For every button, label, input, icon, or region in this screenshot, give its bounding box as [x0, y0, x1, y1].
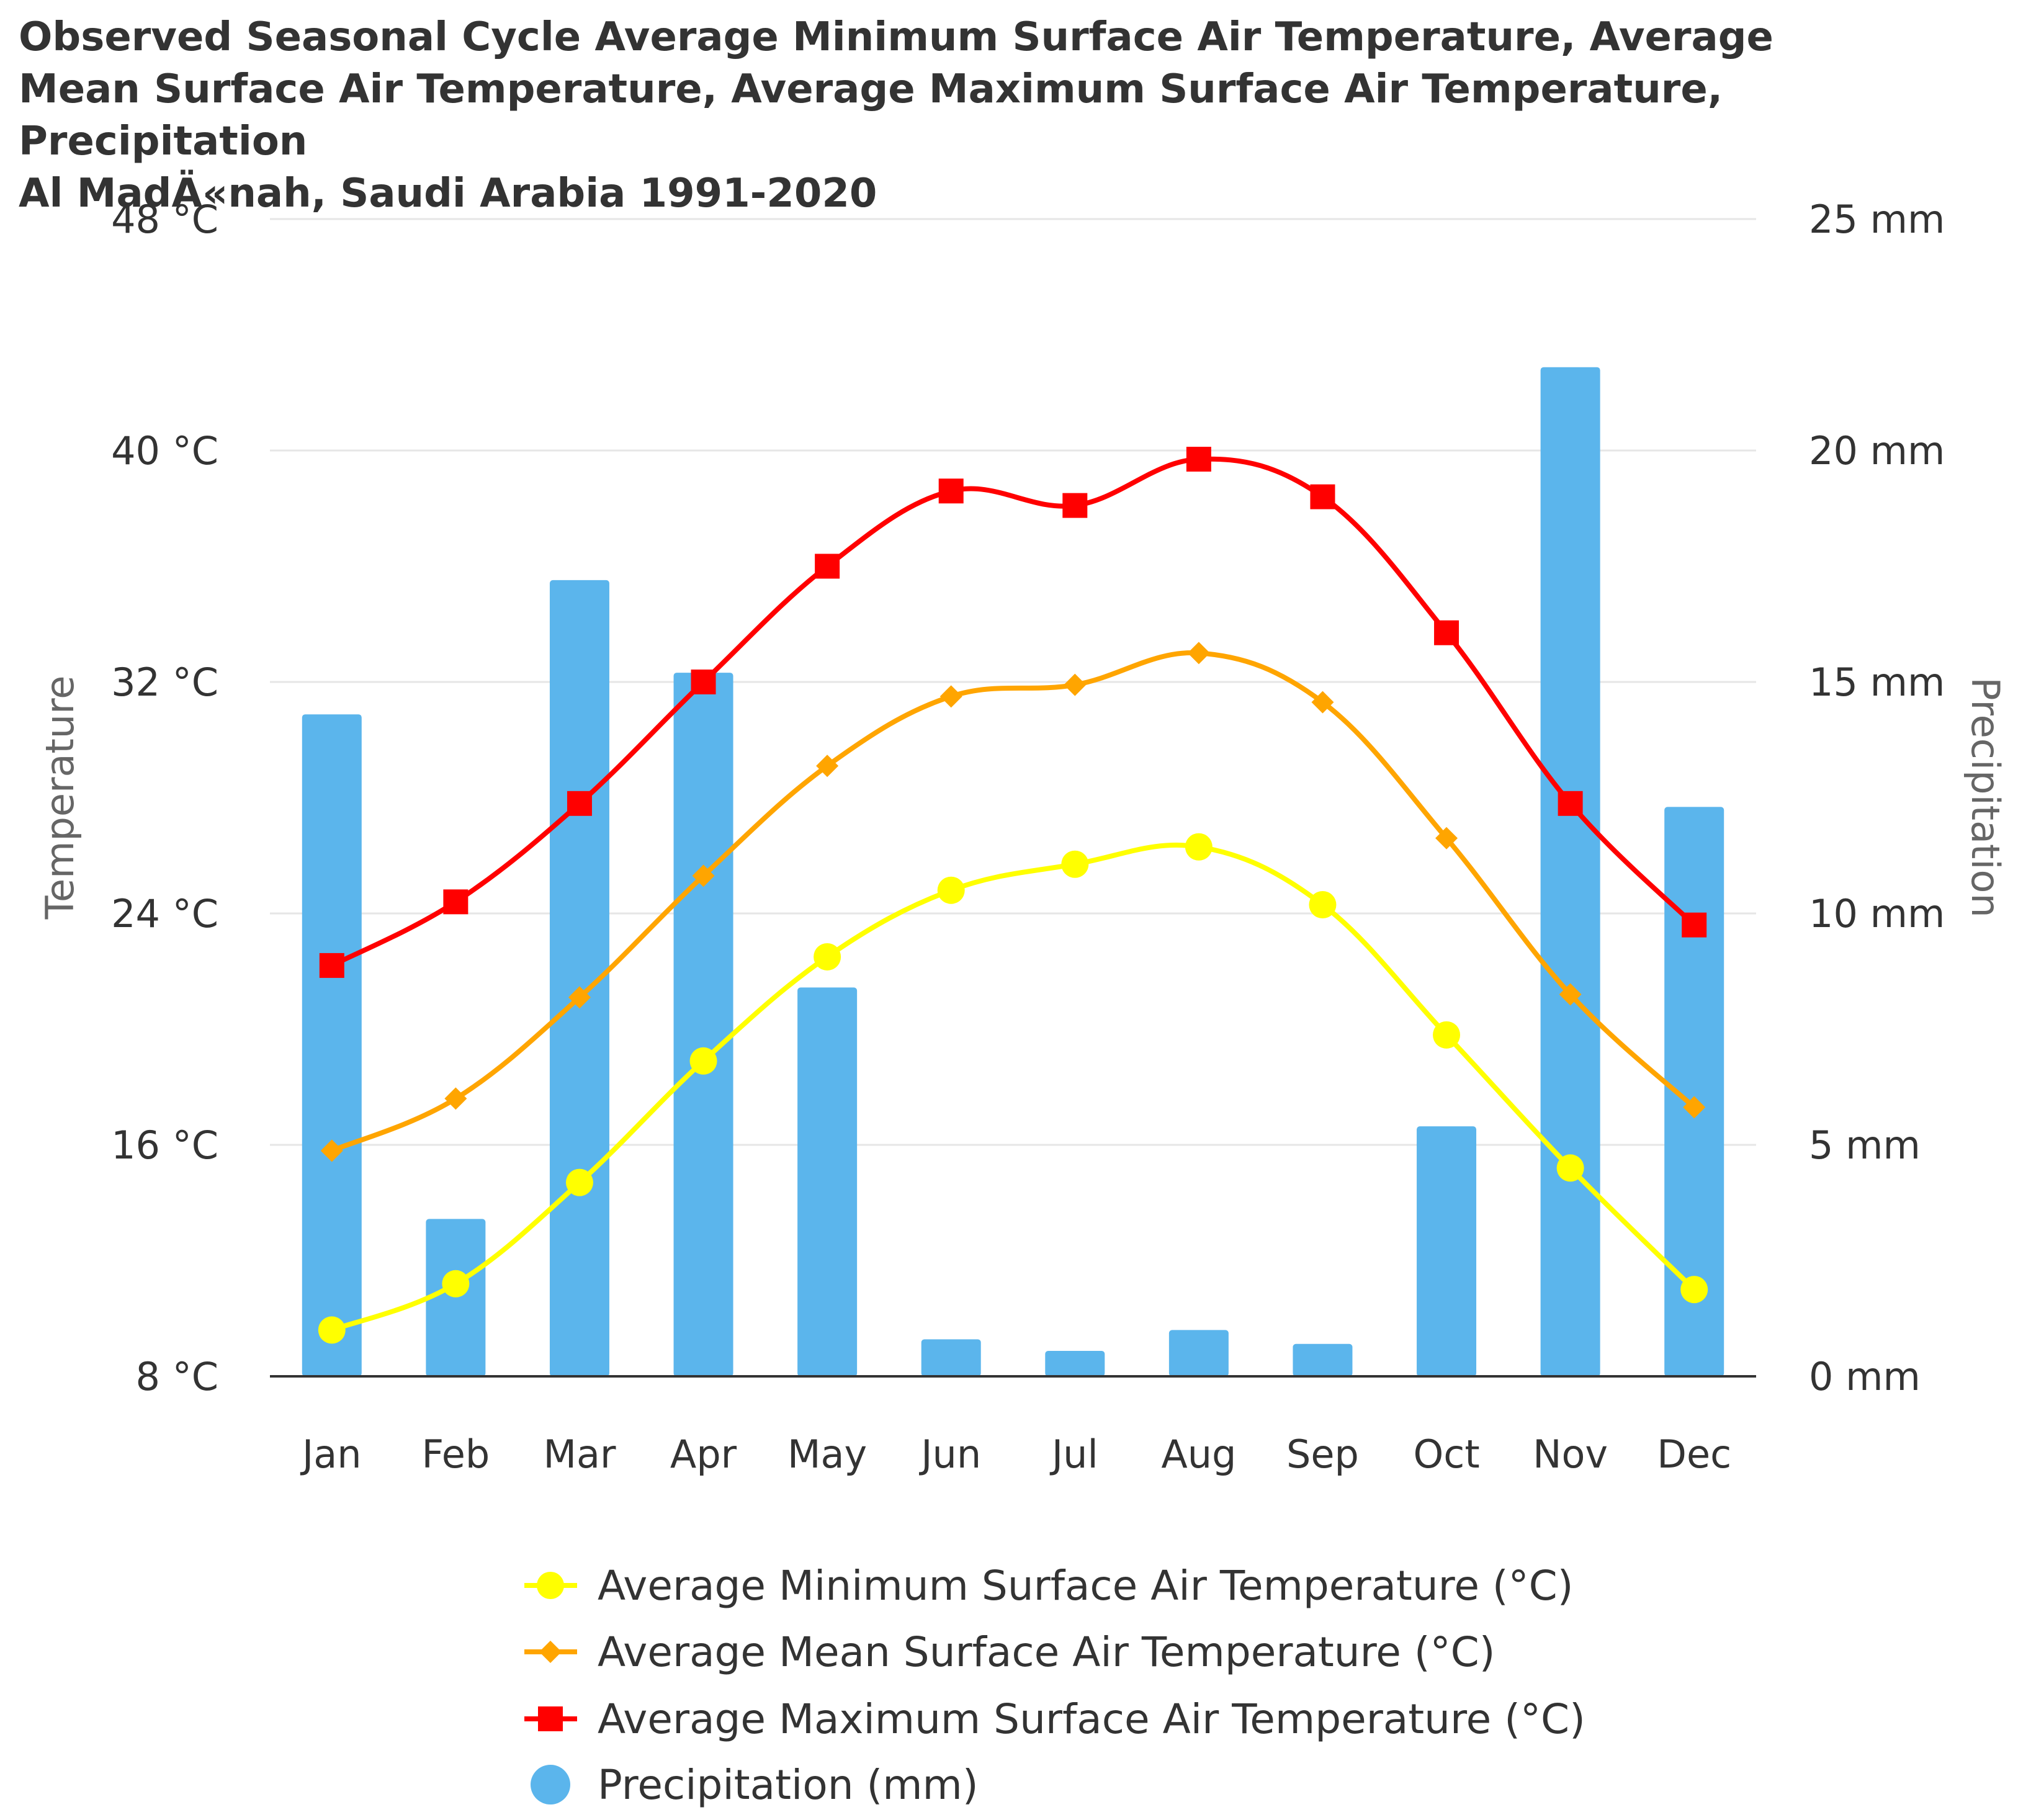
data-point: [1435, 827, 1458, 849]
legend-item: Average Mean Surface Air Temperature (°C…: [524, 1628, 1495, 1676]
x-tick-label: May: [787, 1432, 867, 1477]
data-point: [816, 755, 839, 778]
legend-label: Average Minimum Surface Air Temperature …: [598, 1562, 1574, 1610]
precipitation-bar: [797, 987, 858, 1376]
data-point: [568, 986, 591, 1009]
x-tick-label: Jun: [918, 1432, 981, 1477]
left-tick-label: 32 °C: [111, 660, 218, 705]
data-point: [565, 1168, 593, 1196]
precipitation-bar: [673, 673, 733, 1376]
left-tick-label: 24 °C: [111, 891, 218, 936]
x-tick-label: Dec: [1657, 1432, 1731, 1477]
data-point: [320, 1139, 343, 1162]
precipitation-bar: [1417, 1126, 1477, 1376]
data-point: [939, 685, 962, 708]
series-line: [331, 842, 1697, 1333]
data-point: [1062, 493, 1088, 518]
right-tick-label: 15 mm: [1809, 660, 1945, 705]
data-point: [319, 953, 344, 978]
data-point: [1186, 446, 1211, 472]
right-tick-label: 5 mm: [1809, 1123, 1921, 1168]
precipitation-bar: [1540, 367, 1600, 1376]
precipitation-bar: [1045, 1350, 1105, 1376]
legend-marker: [537, 1572, 564, 1599]
x-tick-label: Nov: [1533, 1432, 1608, 1477]
data-point: [443, 889, 469, 915]
left-tick-label: 16 °C: [111, 1123, 218, 1168]
precipitation-bar: [1168, 1330, 1229, 1376]
right-tick-label: 10 mm: [1809, 891, 1945, 936]
left-tick-label: 48 °C: [111, 197, 218, 242]
precipitation-bars: [302, 367, 1724, 1376]
data-point: [442, 1270, 470, 1298]
right-axis-title: Precipitation: [1963, 677, 2008, 918]
legend-marker: [531, 1765, 570, 1804]
precipitation-bar: [921, 1339, 981, 1376]
legend-label: Precipitation (mm): [598, 1761, 979, 1809]
precipitation-bar: [302, 714, 362, 1376]
precipitation-bar: [426, 1219, 486, 1376]
data-point: [1682, 912, 1707, 938]
legend-marker: [539, 1641, 562, 1663]
series-line: [331, 650, 1696, 1154]
data-point: [318, 1316, 346, 1344]
right-tick-label: 25 mm: [1809, 197, 1945, 242]
x-tick-label: Jan: [300, 1432, 362, 1477]
x-tick-label: Jul: [1049, 1432, 1098, 1477]
data-point: [691, 670, 716, 694]
data-point: [1558, 791, 1583, 816]
data-point: [1680, 1276, 1708, 1304]
x-tick-label: Apr: [670, 1432, 737, 1477]
data-point: [1311, 691, 1334, 714]
data-point: [1064, 673, 1087, 696]
data-point: [1559, 983, 1582, 1006]
data-point: [567, 791, 592, 816]
gridlines: [270, 218, 1756, 1146]
x-tick-label: Aug: [1161, 1432, 1236, 1477]
legend-item: Average Maximum Surface Air Temperature …: [524, 1695, 1585, 1743]
data-point: [689, 1047, 717, 1075]
data-point: [1309, 891, 1337, 919]
data-point: [1556, 1154, 1584, 1182]
x-tick-label: Oct: [1413, 1432, 1479, 1477]
data-point: [938, 478, 964, 504]
precipitation-bar: [1293, 1343, 1353, 1376]
legend-marker: [538, 1706, 563, 1731]
data-point: [1434, 620, 1459, 645]
data-point: [937, 876, 965, 904]
x-tick-label: Feb: [421, 1432, 490, 1477]
data-point: [1310, 484, 1335, 509]
legend-label: Average Mean Surface Air Temperature (°C…: [598, 1628, 1495, 1676]
x-tick-label: Sep: [1286, 1432, 1359, 1477]
axes: 8 °C 0 mm 16 °C 5 mm 24 °C 10 mm 32 °C 15 mm 40 …: [37, 197, 2008, 1477]
precipitation-bar: [1664, 807, 1724, 1376]
x-tick-label: Mar: [543, 1432, 616, 1477]
data-point: [1683, 1096, 1706, 1119]
right-tick-label: 0 mm: [1809, 1354, 1921, 1399]
chart-title: Observed Seasonal Cycle Average Minimum …: [19, 14, 1773, 217]
left-tick-label: 8 °C: [136, 1354, 218, 1399]
legend-item: Precipitation (mm): [531, 1761, 979, 1809]
data-point: [1433, 1021, 1461, 1049]
legend-item: Average Minimum Surface Air Temperature …: [524, 1562, 1574, 1610]
data-point: [1185, 833, 1213, 861]
data-point: [692, 864, 715, 887]
left-axis-title: Temperature: [37, 676, 83, 920]
data-point: [1187, 642, 1210, 665]
legend: Average Minimum Surface Air Temperature …: [524, 1562, 1585, 1809]
precipitation-bar: [549, 580, 609, 1376]
left-tick-label: 40 °C: [111, 428, 218, 473]
data-point: [815, 554, 840, 579]
temperature-lines: [318, 446, 1708, 1344]
legend-label: Average Maximum Surface Air Temperature …: [598, 1695, 1585, 1743]
data-point: [814, 943, 841, 971]
right-tick-label: 20 mm: [1809, 428, 1945, 473]
data-point: [444, 1087, 467, 1110]
data-point: [1061, 850, 1089, 878]
